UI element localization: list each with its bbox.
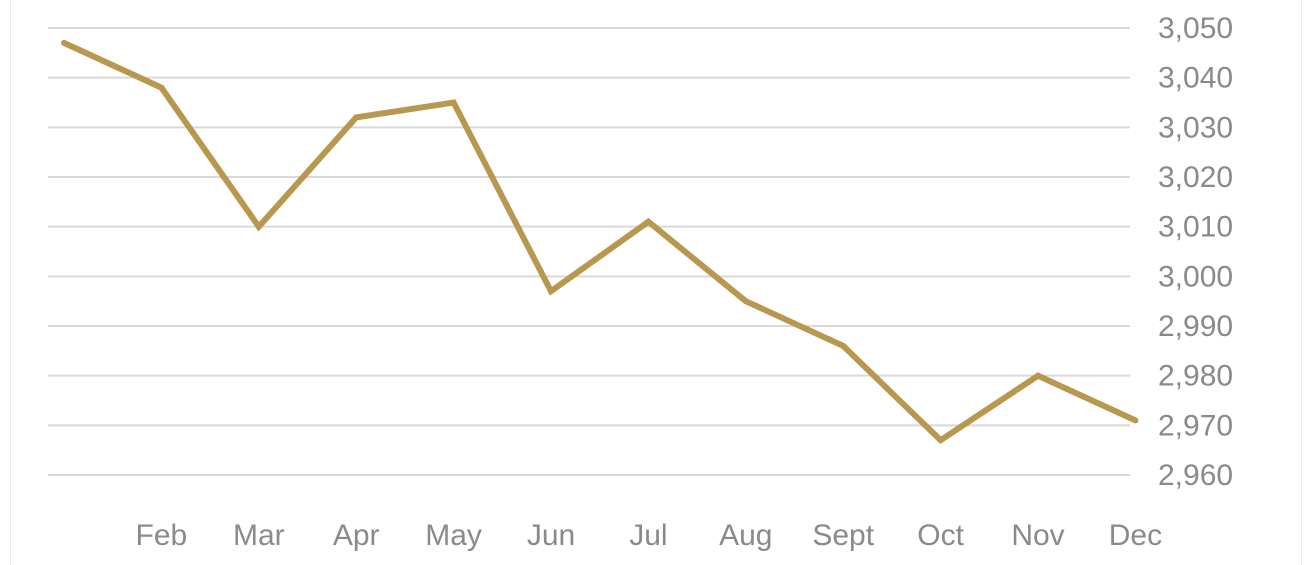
y-axis-tick-labels: 3,050 3,040 3,030 3,020 3,010 3,000 2,990 2,980… [1158,12,1233,492]
data-point [548,288,554,295]
x-tick-label: Jun [527,519,575,552]
data-point [840,342,847,349]
y-tick-label: 3,030 [1158,111,1233,144]
data-point [61,39,67,46]
gridlines [48,27,1130,476]
data-point [353,114,360,121]
y-tick-label: 3,010 [1158,211,1233,244]
x-tick-label: Nov [1011,519,1064,552]
data-point [255,223,262,230]
y-tick-label: 3,000 [1158,260,1233,293]
data-point [1035,372,1041,379]
series-layer [61,39,1139,445]
x-tick-label: Oct [917,519,964,552]
x-tick-label: Dec [1109,519,1162,552]
y-tick-label: 2,990 [1158,310,1233,343]
series-line [62,40,1137,445]
y-tick-label: 2,970 [1158,409,1233,442]
x-tick-label: Aug [719,519,772,552]
x-tick-label: Jul [629,519,667,552]
data-point [742,298,749,305]
data-point [645,218,652,225]
data-point [1132,417,1139,424]
data-point [450,99,457,106]
x-axis-tick-labels: Feb Mar Apr May Jun Jul Aug Sept Oct Nov Dec [136,519,1163,552]
y-tick-label: 3,040 [1158,62,1233,95]
x-tick-label: Sept [812,519,874,552]
y-tick-label: 2,980 [1158,360,1233,393]
x-tick-label: Feb [136,519,188,552]
y-tick-label: 3,020 [1158,161,1233,194]
data-point [158,84,165,91]
x-tick-label: Apr [333,519,380,552]
x-tick-label: Mar [233,519,285,552]
data-point [937,437,944,444]
x-tick-label: May [425,519,482,552]
y-tick-label: 2,960 [1158,459,1233,492]
y-tick-label: 3,050 [1158,12,1233,45]
